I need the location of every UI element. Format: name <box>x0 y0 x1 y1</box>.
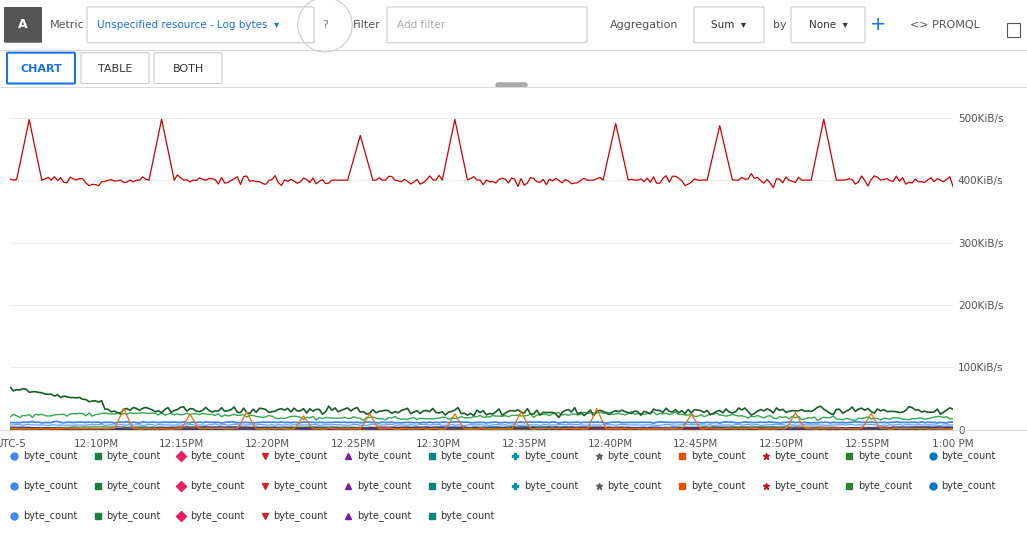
Text: byte_count: byte_count <box>441 451 495 461</box>
Text: byte_count: byte_count <box>190 511 244 521</box>
Text: byte_count: byte_count <box>357 451 412 461</box>
FancyBboxPatch shape <box>154 53 222 83</box>
Text: byte_count: byte_count <box>23 481 77 491</box>
Text: byte_count: byte_count <box>357 511 412 521</box>
FancyBboxPatch shape <box>4 7 42 43</box>
Text: byte_count: byte_count <box>107 511 161 521</box>
Text: byte_count: byte_count <box>858 481 912 491</box>
Text: byte_count: byte_count <box>273 451 328 461</box>
Text: None  ▾: None ▾ <box>808 20 847 30</box>
Text: Metric: Metric <box>50 20 85 30</box>
Text: by: by <box>773 20 787 30</box>
Text: byte_count: byte_count <box>441 481 495 491</box>
FancyBboxPatch shape <box>694 7 764 43</box>
Text: Sum  ▾: Sum ▾ <box>712 20 747 30</box>
Text: +: + <box>870 15 886 34</box>
FancyBboxPatch shape <box>87 7 314 43</box>
Text: byte_count: byte_count <box>273 511 328 521</box>
Text: byte_count: byte_count <box>23 451 77 461</box>
Text: A: A <box>18 18 28 32</box>
FancyBboxPatch shape <box>7 53 75 83</box>
Text: ?: ? <box>322 20 328 30</box>
Text: byte_count: byte_count <box>190 451 244 461</box>
Text: byte_count: byte_count <box>107 451 161 461</box>
Text: byte_count: byte_count <box>23 511 77 521</box>
Text: byte_count: byte_count <box>691 451 746 461</box>
Text: byte_count: byte_count <box>774 451 829 461</box>
Text: byte_count: byte_count <box>107 481 161 491</box>
FancyBboxPatch shape <box>791 7 865 43</box>
FancyBboxPatch shape <box>387 7 587 43</box>
Text: byte_count: byte_count <box>608 451 661 461</box>
Text: byte_count: byte_count <box>858 451 912 461</box>
Text: <> PROMQL: <> PROMQL <box>910 20 980 30</box>
Text: Filter: Filter <box>353 20 381 30</box>
Text: byte_count: byte_count <box>942 451 996 461</box>
Text: Aggregation: Aggregation <box>610 20 679 30</box>
Text: byte_count: byte_count <box>441 511 495 521</box>
Text: byte_count: byte_count <box>524 451 578 461</box>
Text: byte_count: byte_count <box>524 481 578 491</box>
Text: BOTH: BOTH <box>173 64 203 74</box>
Text: byte_count: byte_count <box>774 481 829 491</box>
Text: Add filter: Add filter <box>397 20 445 30</box>
Text: Unspecified resource - Log bytes  ▾: Unspecified resource - Log bytes ▾ <box>97 20 279 30</box>
Text: CHART: CHART <box>21 64 62 74</box>
Text: TABLE: TABLE <box>98 64 132 74</box>
Text: byte_count: byte_count <box>608 481 661 491</box>
Text: byte_count: byte_count <box>691 481 746 491</box>
Text: byte_count: byte_count <box>190 481 244 491</box>
Text: byte_count: byte_count <box>273 481 328 491</box>
Text: byte_count: byte_count <box>357 481 412 491</box>
Text: byte_count: byte_count <box>942 481 996 491</box>
FancyBboxPatch shape <box>81 53 149 83</box>
